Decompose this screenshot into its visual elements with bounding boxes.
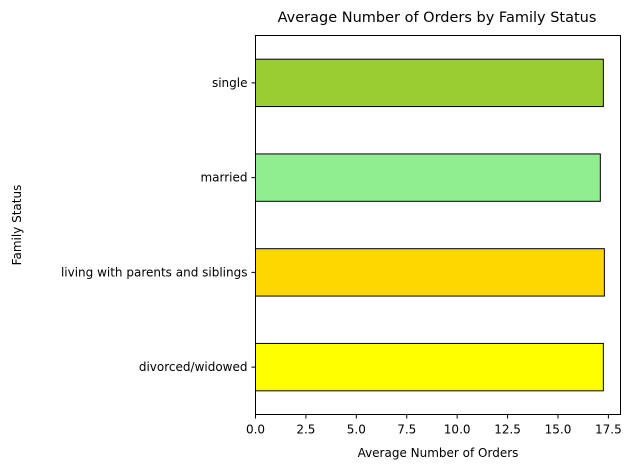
x-axis-ticks: 0.0 2.5 5.0 7.5 10.0 12.5 15.0 17.5 bbox=[246, 414, 622, 437]
bar-single bbox=[255, 58, 604, 108]
x-tick-label: 5.0 bbox=[347, 423, 366, 437]
x-tick-label: 10.0 bbox=[444, 423, 471, 437]
y-tick-label: living with parents and siblings bbox=[61, 265, 248, 279]
x-tick-label: 7.5 bbox=[397, 423, 416, 437]
chart-title: Average Number of Orders by Family Statu… bbox=[278, 10, 597, 26]
bar-living-with-parents-and-siblings bbox=[255, 248, 605, 297]
y-axis-label: Family Status bbox=[10, 185, 24, 266]
x-tick-label: 17.5 bbox=[595, 423, 622, 437]
x-axis-label: Average Number of Orders bbox=[358, 446, 519, 460]
x-tick-label: 0.0 bbox=[246, 423, 265, 437]
x-tick-label: 2.5 bbox=[296, 423, 315, 437]
plot-frame bbox=[255, 35, 621, 415]
y-tick-label: married bbox=[200, 171, 247, 185]
bar-divorced-widowed bbox=[255, 342, 604, 392]
bar-married bbox=[255, 153, 601, 202]
y-tick-label: single bbox=[212, 76, 248, 90]
bars-group bbox=[255, 58, 605, 392]
y-axis-ticks: divorced/widowed living with parents and … bbox=[61, 76, 256, 374]
y-tick-label: divorced/widowed bbox=[139, 360, 248, 374]
x-tick-label: 15.0 bbox=[545, 423, 572, 437]
axes-group bbox=[255, 35, 621, 415]
x-tick-label: 12.5 bbox=[494, 423, 521, 437]
